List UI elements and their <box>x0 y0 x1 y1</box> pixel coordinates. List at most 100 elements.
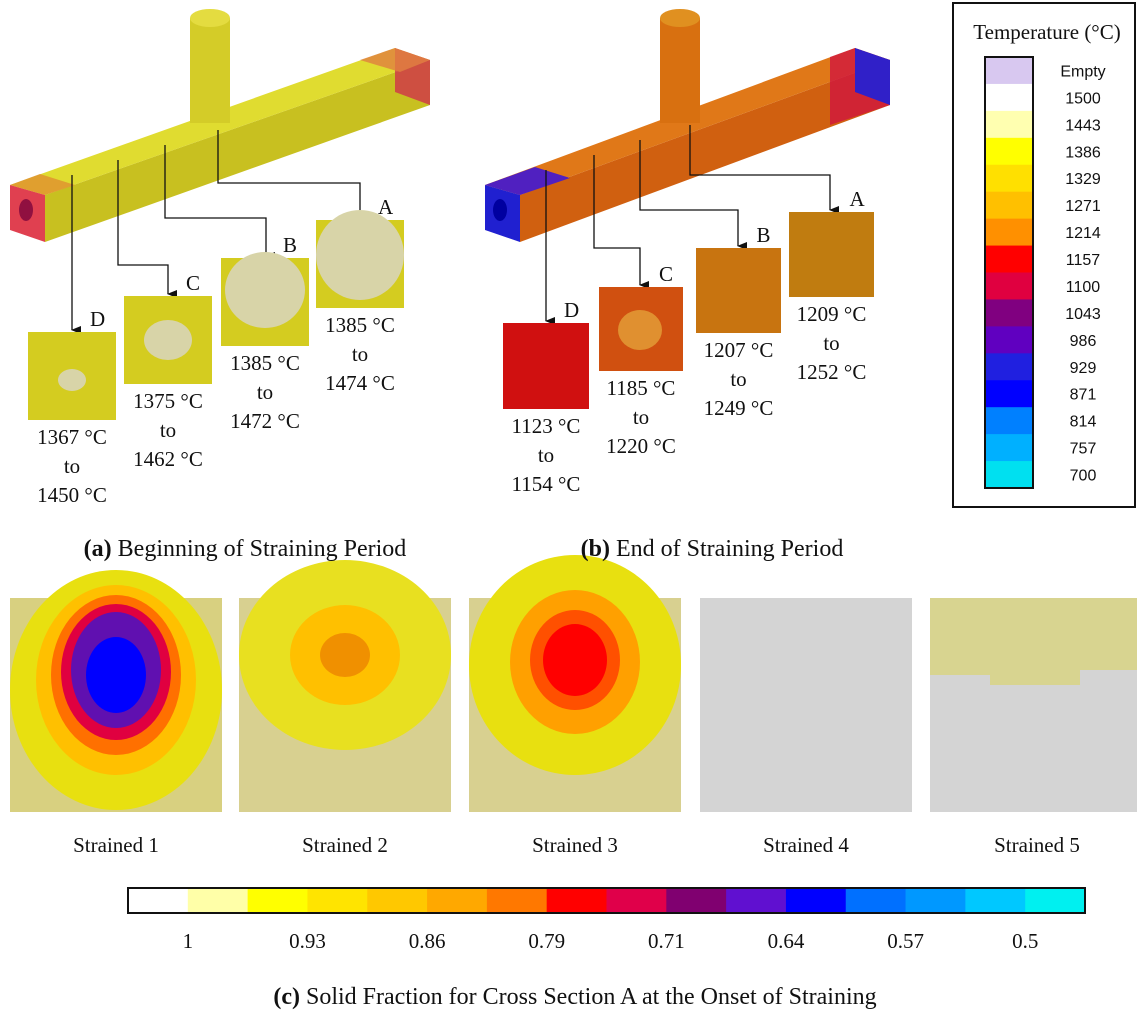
section-label: C <box>186 271 200 295</box>
temperature-to: to <box>160 418 176 442</box>
temperature-max: 1450 °C <box>37 483 107 507</box>
temperature-max: 1249 °C <box>704 396 774 420</box>
colorbar-label: 1 <box>183 929 194 953</box>
temperature-to: to <box>352 342 368 366</box>
colorbar-label: 0.5 <box>1012 929 1038 953</box>
colorbar-band <box>666 888 726 913</box>
image-label: Strained 5 <box>994 833 1080 857</box>
cross-section <box>789 212 874 297</box>
colorbar-band <box>607 888 667 913</box>
temperature-min: 1209 °C <box>797 302 867 326</box>
colorbar-label: 0.86 <box>409 929 446 953</box>
legend-label: 700 <box>1070 468 1097 485</box>
temperature-max: 1472 °C <box>230 409 300 433</box>
colorbar-band <box>307 888 367 913</box>
colorbar-band <box>965 888 1025 913</box>
temperature-max: 1252 °C <box>797 360 867 384</box>
colorbar-label: 0.71 <box>648 929 685 953</box>
colorbar-band <box>188 888 248 913</box>
section-label: A <box>850 187 866 211</box>
caption-label: (c) <box>273 984 300 1010</box>
cross-section-core <box>316 210 404 300</box>
colorbar-band <box>128 888 188 913</box>
legend-label: 1271 <box>1065 198 1101 215</box>
temperature-min: 1123 °C <box>512 414 581 438</box>
temperature-min: 1385 °C <box>325 313 395 337</box>
image-label: Strained 1 <box>73 833 159 857</box>
colorbar-band <box>726 888 786 913</box>
temperature-min: 1207 °C <box>704 338 774 362</box>
legend-band <box>985 219 1033 246</box>
strained-images <box>10 555 1137 812</box>
caption-text: Beginning of Straining Period <box>118 536 407 562</box>
section-label: D <box>564 298 579 322</box>
colorbar-band <box>487 888 547 913</box>
temperature-to: to <box>257 380 273 404</box>
legend-band <box>985 299 1033 326</box>
legend-band <box>985 273 1033 300</box>
caption-c: (c) Solid Fraction for Cross Section A a… <box>273 984 876 1010</box>
legend-band <box>985 326 1033 353</box>
legend-label: 1100 <box>1066 279 1101 296</box>
temperature-min: 1375 °C <box>133 389 203 413</box>
legend-band <box>985 165 1033 192</box>
temperature-max: 1154 °C <box>512 472 581 496</box>
cross-section-core <box>144 320 192 360</box>
colorbar-label: 0.79 <box>528 929 565 953</box>
colorbar-band <box>906 888 966 913</box>
caption-text: End of Straining Period <box>616 536 843 562</box>
colorbar-label: 0.64 <box>768 929 805 953</box>
caption-text: Solid Fraction for Cross Section A at th… <box>306 984 877 1010</box>
temperature-max: 1220 °C <box>606 434 676 458</box>
legend-label: 1500 <box>1065 90 1101 107</box>
legend-band <box>985 246 1033 273</box>
temperature-max: 1462 °C <box>133 447 203 471</box>
section-label: B <box>757 223 771 247</box>
legend-band <box>985 353 1033 380</box>
temperature-to: to <box>823 331 839 355</box>
caption-b: (b) End of Straining Period <box>581 536 844 562</box>
legend-band <box>985 407 1033 434</box>
cross-section-core <box>58 369 86 391</box>
legend-band <box>985 461 1033 488</box>
legend-label: 1386 <box>1065 144 1101 161</box>
image-label: Strained 3 <box>532 833 618 857</box>
section-label: A <box>378 195 394 219</box>
colorbar-label: 0.93 <box>289 929 326 953</box>
colorbar-band <box>367 888 427 913</box>
legend-label: 929 <box>1070 360 1097 377</box>
caption-label: (b) <box>581 536 610 562</box>
legend-label: 986 <box>1070 333 1097 350</box>
legend-label: 1329 <box>1065 171 1101 188</box>
temperature-min: 1367 °C <box>37 425 107 449</box>
temperature-max: 1474 °C <box>325 371 395 395</box>
colorbar-band <box>427 888 487 913</box>
legend-label: Empty <box>1060 63 1105 80</box>
legend-band <box>985 192 1033 219</box>
legend-title: Temperature (°C) <box>973 20 1120 44</box>
beam-a <box>10 9 430 242</box>
figure: Temperature (°C) Empty 1500 1443 1386 1329 12… <box>0 0 1137 1015</box>
legend-band <box>985 434 1033 461</box>
colorbar-band <box>786 888 846 913</box>
legend-frame <box>953 3 1135 507</box>
temperature-to: to <box>633 405 649 429</box>
colorbar-band <box>547 888 607 913</box>
legend-label: 871 <box>1070 387 1097 404</box>
temperature-to: to <box>730 367 746 391</box>
cross-section <box>503 323 589 409</box>
colorbar-band <box>248 888 308 913</box>
legend-label: 1443 <box>1065 117 1101 134</box>
temperature-min: 1185 °C <box>607 376 676 400</box>
legend-label: 757 <box>1070 441 1097 458</box>
cross-section-core <box>618 310 662 350</box>
legend-band <box>985 84 1033 111</box>
colorbar-band <box>1025 888 1085 913</box>
legend-label: 1157 <box>1066 252 1101 269</box>
caption-label: (a) <box>84 536 112 562</box>
colorbar-band <box>846 888 906 913</box>
legend-scale: Empty15001443138613291271121411571100104… <box>985 57 1106 489</box>
image-label: Strained 2 <box>302 833 388 857</box>
temperature-min: 1385 °C <box>230 351 300 375</box>
